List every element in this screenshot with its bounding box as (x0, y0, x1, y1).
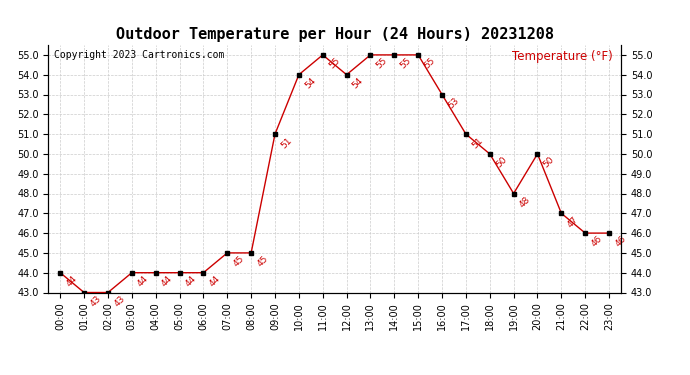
Text: 55: 55 (398, 56, 413, 71)
Text: 44: 44 (184, 274, 198, 288)
Text: 51: 51 (279, 135, 294, 150)
Text: 53: 53 (446, 96, 461, 110)
Text: 55: 55 (375, 56, 389, 71)
Text: 44: 44 (64, 274, 79, 288)
Text: 55: 55 (422, 56, 437, 71)
Text: 47: 47 (566, 215, 580, 229)
Text: 46: 46 (589, 234, 604, 249)
Text: 48: 48 (518, 195, 532, 209)
Text: 44: 44 (208, 274, 222, 288)
Text: 54: 54 (303, 76, 317, 90)
Text: 45: 45 (231, 254, 246, 269)
Text: Temperature (°F): Temperature (°F) (512, 50, 613, 63)
Text: 44: 44 (136, 274, 150, 288)
Text: 51: 51 (470, 135, 484, 150)
Text: 43: 43 (112, 294, 126, 308)
Text: 45: 45 (255, 254, 270, 269)
Text: 43: 43 (88, 294, 103, 308)
Text: 50: 50 (494, 155, 509, 170)
Text: 46: 46 (613, 234, 628, 249)
Text: 44: 44 (160, 274, 174, 288)
Text: 55: 55 (327, 56, 342, 71)
Text: Copyright 2023 Cartronics.com: Copyright 2023 Cartronics.com (54, 50, 224, 60)
Text: 50: 50 (542, 155, 556, 170)
Text: 54: 54 (351, 76, 365, 90)
Title: Outdoor Temperature per Hour (24 Hours) 20231208: Outdoor Temperature per Hour (24 Hours) … (116, 27, 553, 42)
